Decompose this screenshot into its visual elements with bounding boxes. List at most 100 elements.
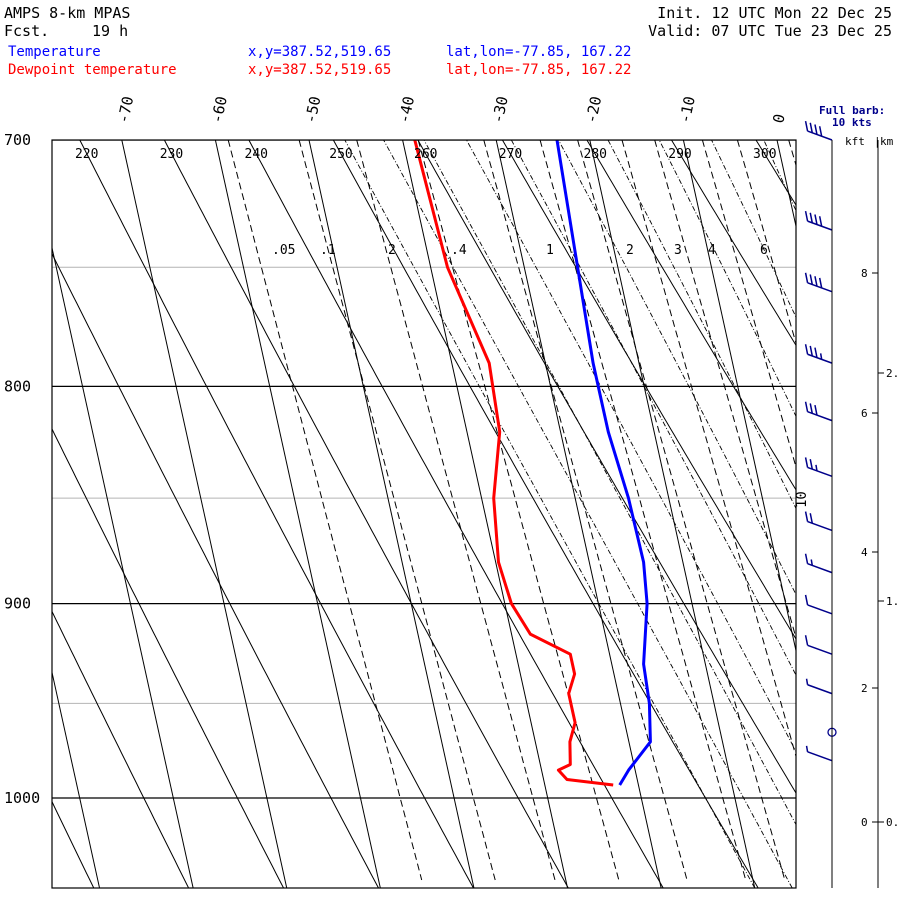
theta-e-label: 10 — [794, 491, 810, 508]
wind-barb-staff — [807, 220, 833, 231]
wind-barb-flag — [818, 216, 823, 227]
barb-key-value: 10 kts — [832, 116, 872, 129]
wind-barb — [804, 553, 833, 574]
wind-barb-staff — [807, 130, 833, 141]
moist-adiabat — [607, 140, 796, 510]
dry-adiabat — [586, 140, 796, 491]
temperature-tick-label: -70 — [114, 95, 137, 125]
wind-barb — [804, 511, 833, 532]
forecast-hour: 19 h — [92, 22, 129, 40]
dry-adiabat — [52, 800, 95, 888]
moist-adiabat — [658, 140, 796, 418]
wind-barb-staff — [807, 282, 833, 293]
wind-barb-flag — [804, 272, 809, 283]
moist-adiabat — [510, 140, 796, 677]
barb-key-label: Full barb: — [819, 104, 885, 117]
moist-adiabat — [711, 140, 796, 319]
theta-label: 250 — [329, 147, 352, 162]
wind-barb — [805, 745, 833, 762]
plot-frame — [51, 139, 797, 889]
theta-label: 300 — [753, 147, 776, 162]
wind-barb-flag — [809, 122, 814, 133]
wind-barb-staff — [807, 520, 833, 532]
legend-temperature-latlon: lat,lon=-77.85, 167.22 — [446, 44, 632, 60]
mixing-ratio-label: 6 — [760, 243, 768, 258]
wind-barb-flag — [814, 124, 818, 135]
wind-barb-flag — [809, 274, 814, 285]
theta-label: 260 — [414, 147, 437, 162]
pressure-tick-label: 800 — [4, 377, 31, 395]
wind-barb-flag — [809, 212, 814, 223]
dry-adiabat — [52, 427, 285, 888]
mixing-ratio-line — [483, 140, 688, 881]
wind-barb-flag — [804, 401, 809, 412]
legend-temperature-xy: x,y=387.52,519.65 — [248, 44, 392, 60]
wind-barb-staff — [807, 411, 833, 422]
pressure-tick-label: 1000 — [4, 789, 40, 807]
temperature-tick-label: -10 — [676, 95, 699, 125]
isotherm-line — [52, 245, 194, 888]
wind-barb-flag — [804, 635, 809, 646]
wind-barb — [804, 120, 833, 141]
theta-label: 230 — [160, 147, 183, 162]
wind-barb-flag — [804, 457, 809, 468]
mixing-ratio-label: 2 — [388, 243, 396, 258]
dry-adiabat — [52, 610, 190, 888]
isotherm-line — [682, 140, 796, 653]
isotherm-line — [495, 140, 662, 888]
isotherm-line — [308, 140, 475, 888]
moist-adiabat — [466, 140, 796, 753]
wind-barb-half — [815, 464, 818, 472]
isotherm-line — [52, 670, 101, 888]
wind-barb-half — [810, 559, 814, 566]
wind-barb — [804, 272, 833, 293]
temperature-tick-label: -20 — [582, 95, 605, 125]
kft-label: kft — [845, 135, 865, 148]
dry-adiabat — [332, 140, 759, 888]
wind-barb — [804, 457, 833, 478]
wind-barb-flag — [809, 345, 814, 357]
wind-barb-flag — [804, 511, 809, 522]
theta-label: 240 — [245, 147, 268, 162]
isotherm-line — [121, 140, 288, 888]
isotherm-line — [214, 140, 381, 888]
wind-barb-half — [819, 353, 823, 360]
isotherm-line — [402, 140, 569, 888]
dry-adiabat — [417, 140, 796, 794]
km-label: km — [880, 135, 894, 148]
legend-dewpoint-xy: x,y=387.52,519.65 — [248, 62, 392, 78]
isotherm-line — [589, 140, 756, 888]
init-time: Init. 12 UTC Mon 22 Dec 25 — [657, 4, 892, 22]
mixing-ratio-line — [577, 140, 786, 881]
dry-adiabat — [52, 252, 380, 888]
wind-barb-half — [805, 745, 809, 752]
wind-barb — [804, 210, 833, 231]
mixing-ratio-line — [298, 140, 496, 881]
moist-adiabat — [423, 140, 796, 826]
wind-barb-flag — [814, 347, 818, 358]
model-title: AMPS 8-km MPAS — [4, 4, 131, 22]
mixing-ratio-line — [621, 140, 796, 759]
wind-barb-flag — [814, 404, 818, 416]
wind-barb-flag — [804, 344, 809, 355]
dewpoint-trace — [413, 140, 614, 787]
kft-tick-label: 8 — [861, 267, 868, 280]
wind-barb-staff — [807, 353, 833, 364]
legend-temperature-name: Temperature — [8, 44, 101, 60]
wind-barb — [804, 594, 833, 615]
wind-barb-flag — [809, 403, 814, 414]
wind-barb — [805, 678, 833, 695]
pressure-tick-label: 900 — [4, 595, 31, 613]
mixing-ratio-line — [539, 140, 747, 881]
wind-barb-staff — [807, 466, 833, 478]
temperature-tick-label: -30 — [489, 95, 512, 125]
legend-dewpoint-latlon: lat,lon=-77.85, 167.22 — [446, 62, 632, 78]
pressure-tick-label: 700 — [4, 131, 31, 149]
temperature-trace — [555, 140, 652, 786]
mixing-ratio-label: 1 — [546, 243, 554, 258]
isotherm-line — [0, 140, 6, 888]
wind-barb-flag — [804, 120, 809, 132]
kft-tick-label: 6 — [861, 407, 868, 420]
dry-adiabat — [163, 140, 569, 888]
wind-barb-staff — [807, 604, 833, 615]
